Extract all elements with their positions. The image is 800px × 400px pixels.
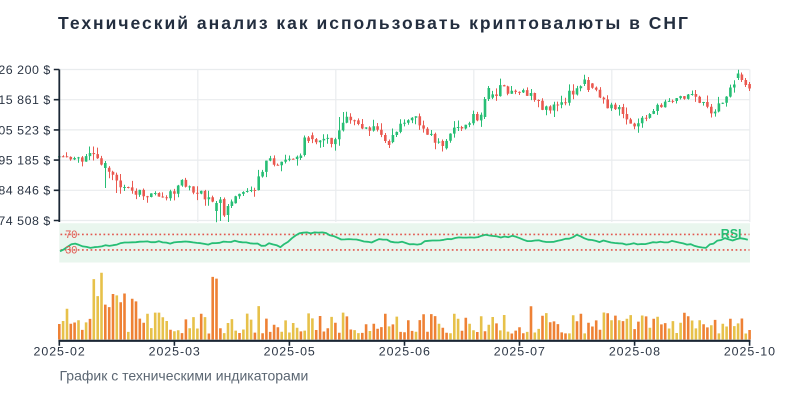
- svg-text:84 846 $: 84 846 $: [0, 184, 51, 198]
- svg-text:2025-08: 2025-08: [609, 344, 661, 358]
- svg-text:График с техническими индикато: График с техническими индикаторами: [60, 367, 309, 383]
- svg-text:2025-10: 2025-10: [724, 344, 776, 358]
- svg-text:Технический анализ как использ: Технический анализ как использовать крип…: [58, 13, 690, 33]
- svg-text:70: 70: [65, 229, 77, 241]
- svg-text:2025-02: 2025-02: [34, 344, 86, 358]
- svg-text:30: 30: [65, 244, 77, 256]
- svg-text:2025-06: 2025-06: [379, 344, 431, 358]
- svg-text:115 861 $: 115 861 $: [0, 93, 51, 107]
- svg-text:2025-07: 2025-07: [494, 344, 546, 358]
- svg-text:126 200 $: 126 200 $: [0, 63, 51, 77]
- svg-text:2025-03: 2025-03: [149, 344, 201, 358]
- svg-text:RSI: RSI: [721, 227, 742, 241]
- svg-text:105 523 $: 105 523 $: [0, 123, 51, 137]
- svg-text:74 508 $: 74 508 $: [0, 214, 51, 228]
- svg-text:95 185 $: 95 185 $: [0, 154, 51, 168]
- svg-text:2025-05: 2025-05: [264, 344, 316, 358]
